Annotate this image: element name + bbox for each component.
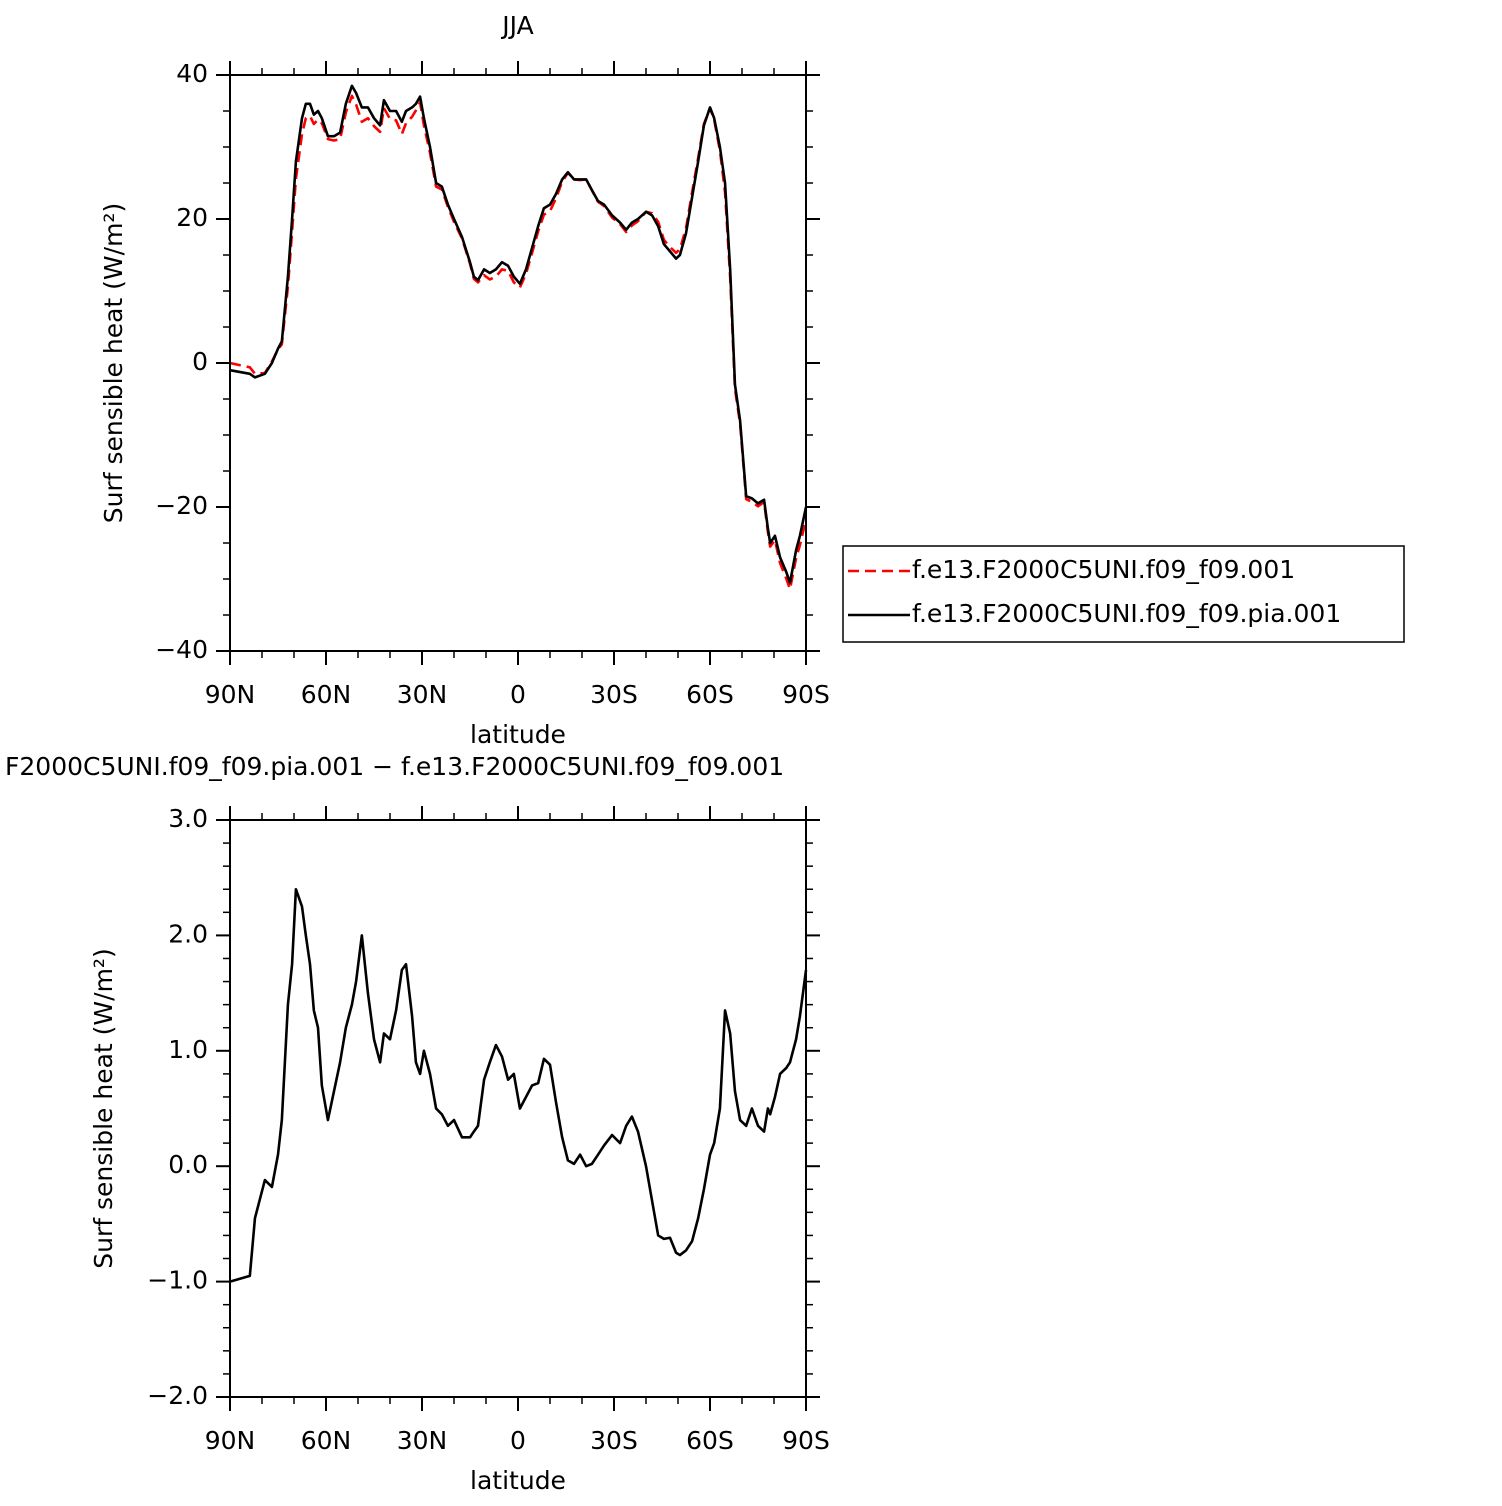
chart-title: F2000C5UNI.f09_f09.pia.001 − f.e13.F2000…	[5, 752, 784, 781]
x-tick-label: 0	[510, 1426, 526, 1455]
x-tick-label: 60N	[301, 1426, 352, 1455]
legend-box	[842, 545, 1405, 643]
x-tick-label: 90S	[782, 680, 830, 709]
x-tick-label: 90N	[205, 1426, 256, 1455]
x-axis-label: latitude	[470, 1466, 566, 1495]
legend-label: f.e13.F2000C5UNI.f09_f09.001	[912, 555, 1295, 584]
x-tick-label: 30S	[590, 1426, 638, 1455]
x-axis-label: latitude	[470, 720, 566, 749]
y-tick-label: −20	[155, 491, 208, 520]
x-tick-label: 30N	[397, 1426, 448, 1455]
y-tick-label: 3.0	[168, 804, 208, 833]
x-tick-label: 60S	[686, 680, 734, 709]
x-tick-label: 60N	[301, 680, 352, 709]
y-tick-label: −40	[155, 635, 208, 664]
plot-frame	[229, 819, 807, 1398]
y-tick-label: −1.0	[147, 1266, 208, 1295]
data-line	[229, 887, 808, 1283]
x-tick-label: 30S	[590, 680, 638, 709]
y-axis-label: Surf sensible heat (W/m²)	[89, 948, 118, 1268]
y-tick-label: 20	[176, 203, 208, 232]
y-axis-label: Surf sensible heat (W/m²)	[99, 203, 128, 523]
y-tick-label: 0.0	[168, 1150, 208, 1179]
y-tick-label: 40	[176, 59, 208, 88]
chart-title: JJA	[500, 11, 533, 40]
legend-label: f.e13.F2000C5UNI.f09_f09.pia.001	[912, 599, 1341, 628]
data-line	[229, 94, 808, 591]
y-tick-label: −2.0	[147, 1381, 208, 1410]
x-tick-label: 60S	[686, 1426, 734, 1455]
x-tick-label: 0	[510, 680, 526, 709]
y-tick-label: 2.0	[168, 919, 208, 948]
data-line	[229, 84, 808, 584]
x-tick-label: 90N	[205, 680, 256, 709]
plot-frame	[229, 74, 807, 652]
y-tick-label: 0	[192, 347, 208, 376]
x-tick-label: 30N	[397, 680, 448, 709]
x-tick-label: 90S	[782, 1426, 830, 1455]
y-tick-label: 1.0	[168, 1035, 208, 1064]
